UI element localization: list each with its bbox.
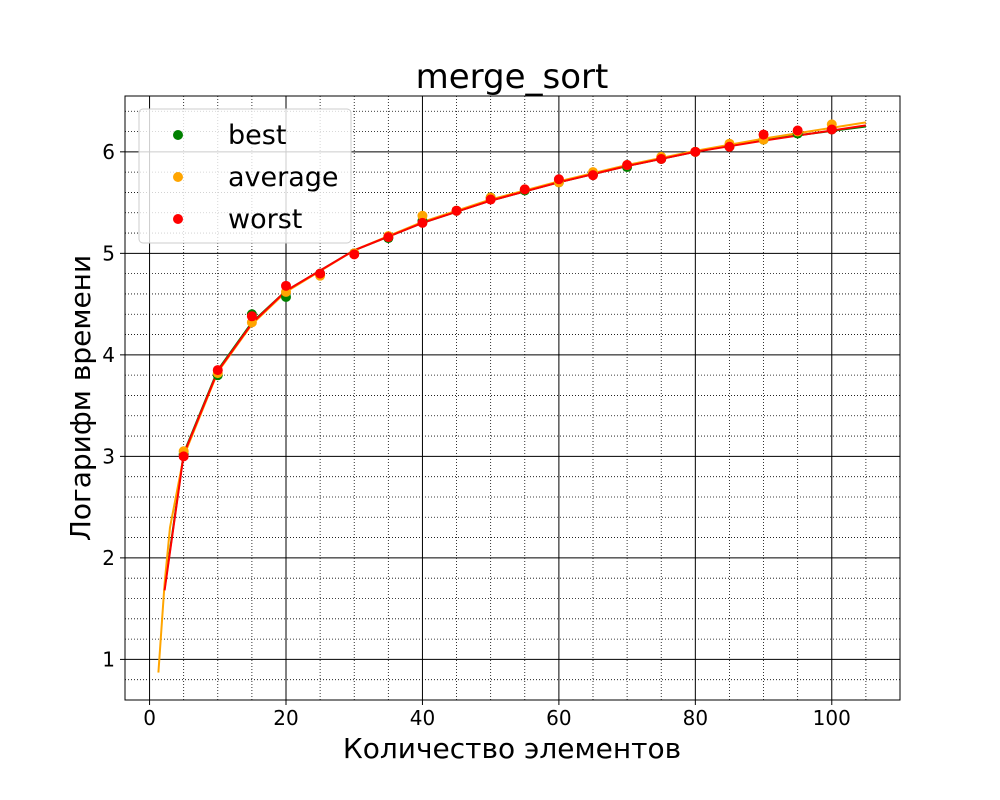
y-tick-label: 1 (102, 647, 115, 671)
minor-grid (125, 96, 901, 701)
legend-box (138, 108, 352, 244)
y-tick-label: 3 (102, 444, 115, 468)
legend-marker-worst (173, 214, 183, 224)
point-worst (553, 174, 564, 185)
point-worst (383, 232, 394, 243)
point-worst (690, 146, 701, 157)
point-worst (826, 124, 837, 135)
point-worst (451, 205, 462, 216)
legend-label-best: best (228, 120, 286, 151)
point-worst (212, 365, 223, 376)
point-worst (758, 129, 769, 140)
x-tick-label: 80 (683, 706, 708, 730)
y-tick-label: 4 (102, 343, 115, 367)
y-tick-label: 5 (102, 241, 115, 265)
data-points (178, 119, 837, 462)
x-tick-label: 40 (410, 706, 435, 730)
legend-label-worst: worst (228, 204, 302, 235)
legend-entries: best average worst (173, 120, 339, 235)
point-worst (792, 125, 803, 136)
point-worst (281, 280, 292, 291)
point-worst (656, 153, 667, 164)
point-worst (417, 217, 428, 228)
y-tick-label: 6 (102, 140, 115, 164)
y-axis-label: Логарифм времени (64, 255, 97, 541)
point-worst (485, 194, 496, 205)
legend-marker-average (173, 172, 183, 182)
point-worst (588, 170, 599, 181)
x-tick-label: 20 (273, 706, 298, 730)
y-tick-label: 2 (102, 546, 115, 570)
axis-ticks: 0 20 40 60 80 100 1 2 3 4 5 6 (102, 140, 851, 730)
x-tick-label: 60 (546, 706, 571, 730)
legend-label-average: average (228, 162, 339, 193)
major-grid (125, 96, 900, 700)
plot-frame (124, 95, 901, 701)
x-tick-label: 100 (813, 706, 851, 730)
point-worst (622, 160, 633, 171)
x-tick-label: 0 (143, 706, 156, 730)
legend: best average worst (138, 108, 352, 244)
point-worst (178, 451, 189, 462)
point-worst (724, 141, 735, 152)
point-average (417, 210, 428, 221)
chart-title: merge_sort (416, 57, 609, 97)
point-worst (246, 311, 257, 322)
x-axis-label: Количество элементов (343, 732, 681, 765)
point-worst (519, 184, 530, 195)
point-worst (349, 249, 360, 260)
legend-marker-best (173, 130, 183, 140)
point-worst (315, 268, 326, 279)
